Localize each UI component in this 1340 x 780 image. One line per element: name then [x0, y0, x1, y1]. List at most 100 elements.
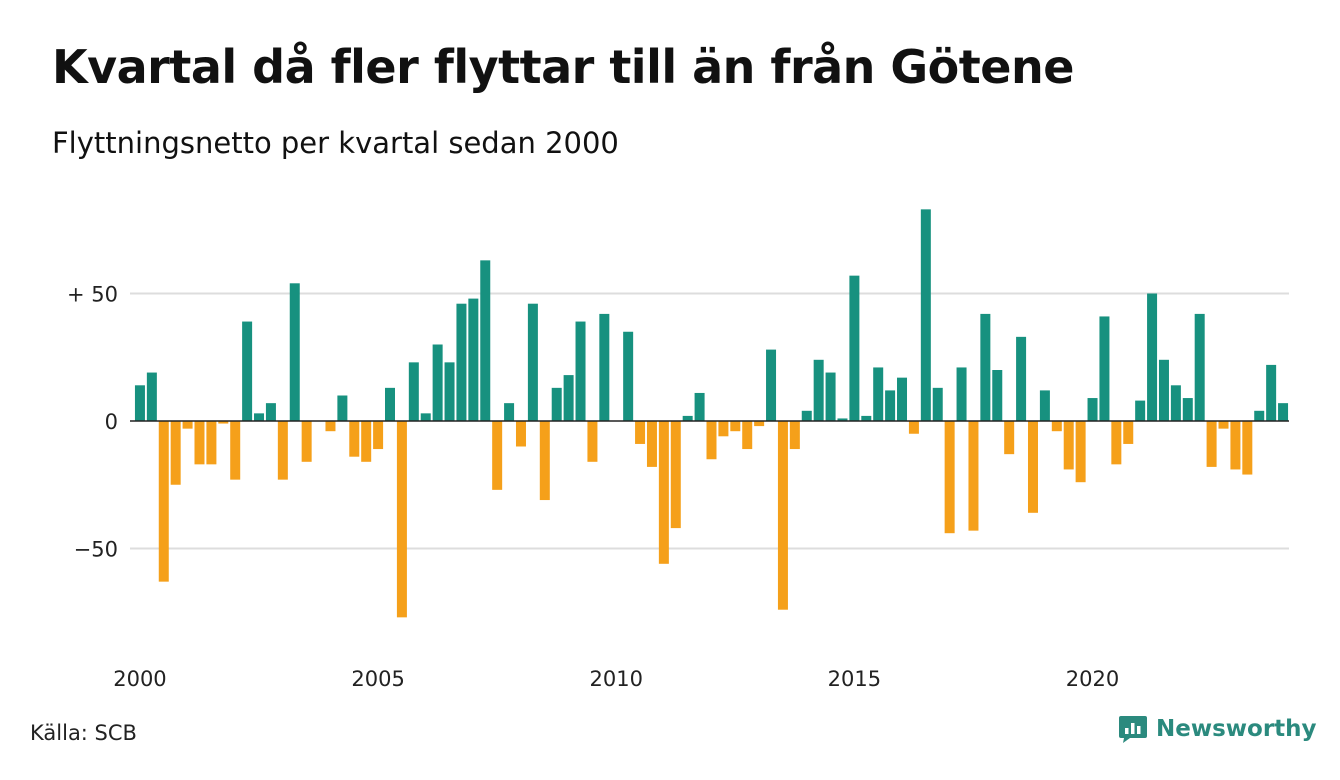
bar: [420, 413, 431, 421]
y-axis-labels: + 50 0 −50: [67, 283, 118, 562]
bar: [1147, 293, 1158, 421]
bar: [658, 421, 669, 564]
bar: [1218, 421, 1229, 429]
bar: [373, 421, 384, 450]
bar: [1063, 421, 1074, 470]
bar: [992, 370, 1003, 421]
bar: [480, 260, 491, 421]
bar: [825, 372, 836, 421]
y-tick-label: + 50: [67, 283, 118, 307]
bar: [1242, 421, 1253, 475]
bar: [134, 385, 145, 421]
bar: [789, 421, 800, 450]
bar: [432, 344, 443, 421]
bar: [682, 415, 693, 421]
bar: [527, 303, 538, 421]
bar: [766, 349, 777, 421]
bar: [837, 418, 848, 421]
bar: [956, 367, 967, 421]
bar: [1123, 421, 1134, 444]
bar: [635, 421, 646, 444]
bar: [563, 375, 574, 421]
bar: [170, 421, 181, 485]
bar: [897, 377, 908, 421]
bar: [242, 321, 253, 421]
bar: [730, 421, 741, 432]
bar: [1016, 336, 1027, 421]
bar: [277, 421, 288, 480]
bar: [599, 313, 610, 421]
bar: [1075, 421, 1086, 483]
bar: [408, 362, 419, 421]
bar: [504, 403, 515, 421]
bar: [801, 410, 812, 421]
bar: [301, 421, 312, 462]
bar: [182, 421, 193, 429]
bar: [813, 359, 824, 421]
x-tick-label: 2020: [1066, 667, 1119, 691]
bar: [492, 421, 503, 490]
bars: [134, 209, 1289, 618]
grid-lines: [130, 292, 1289, 550]
newsworthy-chart-bubble-icon: [1119, 716, 1147, 743]
bar: [456, 303, 467, 421]
bar: [1194, 313, 1205, 421]
bar: [1039, 390, 1050, 421]
bar: [1099, 316, 1110, 421]
bar: [920, 209, 931, 421]
bar: [265, 403, 276, 421]
bar: [337, 395, 348, 421]
bar: [218, 421, 229, 424]
bar: [968, 421, 979, 531]
bar: [1254, 410, 1265, 421]
bar: [230, 421, 241, 480]
y-tick-label: −50: [74, 538, 118, 562]
bar: [158, 421, 169, 582]
brand-logo: Newsworthy: [1118, 714, 1317, 744]
x-tick-label: 2015: [828, 667, 881, 691]
x-tick-label: 2000: [113, 667, 166, 691]
bar: [1135, 400, 1146, 421]
bar: [777, 421, 788, 610]
bar: [944, 421, 955, 534]
y-tick-label: 0: [105, 410, 118, 434]
bar: [289, 283, 300, 421]
bar: [1027, 421, 1038, 513]
bar: [873, 367, 884, 421]
bar: [1278, 403, 1289, 421]
bar: [325, 421, 336, 432]
bar: [539, 421, 550, 501]
bar: [908, 421, 919, 434]
bar: [396, 421, 407, 618]
bar: [1230, 421, 1241, 470]
source-credit: Källa: SCB: [30, 721, 137, 745]
bar: [1111, 421, 1122, 465]
bar: [1266, 364, 1277, 421]
bar: [694, 392, 705, 421]
bar: [254, 413, 265, 421]
bar: [623, 331, 634, 421]
x-tick-label: 2005: [351, 667, 404, 691]
bar: [468, 298, 479, 421]
bar: [932, 387, 943, 421]
bar: [349, 421, 360, 457]
brand-name: Newsworthy: [1156, 716, 1317, 742]
bar: [670, 421, 681, 529]
chart-title: Kvartal då fler flyttar till än från Göt…: [52, 40, 1074, 94]
bar: [1158, 359, 1169, 421]
bar: [861, 415, 872, 421]
bar: [718, 421, 729, 437]
bar: [742, 421, 753, 450]
bar: [849, 275, 860, 421]
bar: [194, 421, 205, 465]
bar: [1182, 398, 1193, 421]
x-tick-label: 2010: [590, 667, 643, 691]
chart-subtitle: Flyttningsnetto per kvartal sedan 2000: [52, 126, 619, 160]
bar: [515, 421, 526, 447]
bar: [361, 421, 372, 462]
bar: [1170, 385, 1181, 421]
bar: [385, 387, 395, 421]
bar: [980, 313, 991, 421]
bar: [885, 390, 896, 421]
